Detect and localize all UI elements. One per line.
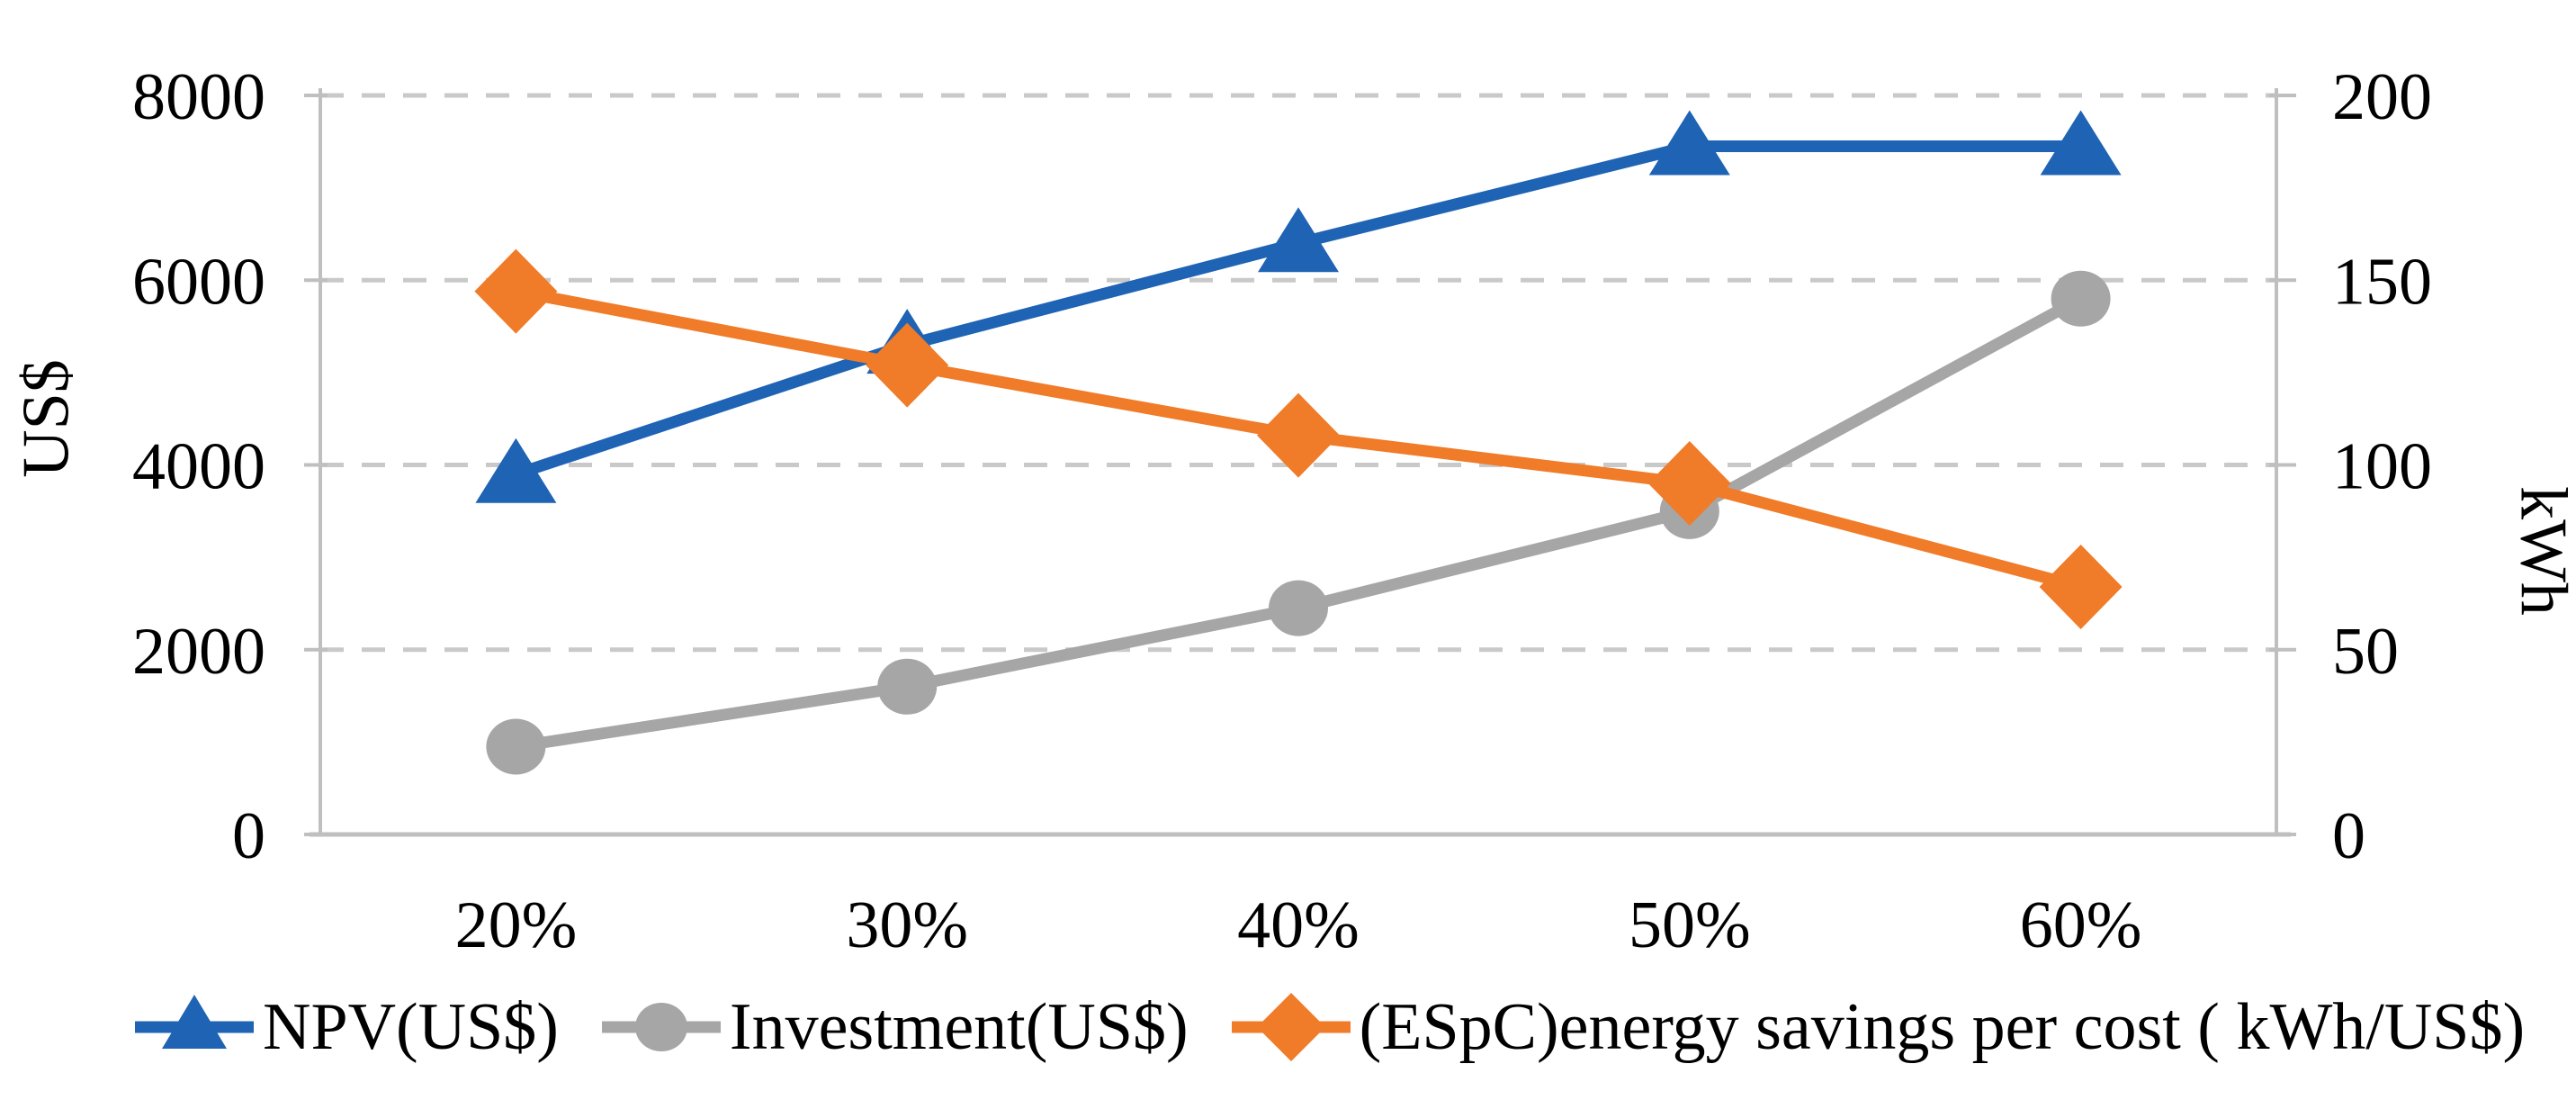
legend-item-1: Investment(US$) (601, 984, 1189, 1070)
left-axis-tick-label: 0 (232, 799, 265, 873)
data-point-marker (1647, 441, 1731, 527)
x-axis-tick-label: 60% (2020, 888, 2142, 962)
right-axis-tick-label: 200 (2332, 60, 2432, 134)
data-point-marker (474, 248, 558, 334)
data-point-marker (1257, 392, 1340, 478)
x-axis-tick-label: 30% (846, 888, 968, 962)
data-point-marker (1269, 580, 1328, 636)
x-axis-tick-label: 40% (1237, 888, 1360, 962)
left-axis-title: US$ (9, 359, 84, 478)
legend: NPV(US$) Investment(US$) (ESpC)energy savi… (135, 978, 2525, 1077)
legend-label-1: Investment(US$) (729, 989, 1189, 1064)
right-axis-tick-label: 50 (2332, 615, 2399, 689)
right-axis-tick-label: 150 (2332, 245, 2432, 319)
legend-label-0: NPV(US$) (263, 989, 559, 1064)
circle-legend-marker-icon (601, 1003, 721, 1051)
data-point-marker (1648, 110, 1730, 176)
data-point-marker (2040, 110, 2122, 176)
legend-item-2: (ESpC)energy savings per cost ( kWh/US$) (1231, 984, 2526, 1070)
data-point-marker (1258, 207, 1339, 273)
data-point-marker (2039, 544, 2123, 629)
right-axis-title: kWh (2506, 486, 2576, 616)
left-axis-tick-label: 4000 (132, 430, 265, 504)
data-point-marker (877, 658, 938, 715)
left-axis-tick-label: 6000 (132, 245, 265, 319)
right-axis-tick-label: 100 (2332, 430, 2432, 504)
left-axis-tick-label: 2000 (132, 615, 265, 689)
triangle-legend-marker-icon (135, 995, 254, 1049)
data-point-marker (866, 322, 949, 408)
legend-label-2: (ESpC)energy savings per cost ( kWh/US$) (1359, 989, 2526, 1064)
data-point-marker (486, 718, 546, 775)
right-axis-tick-label: 0 (2332, 799, 2365, 873)
data-point-marker (2051, 270, 2111, 327)
x-axis-tick-label: 20% (455, 888, 578, 962)
x-axis-tick-label: 50% (1629, 888, 1751, 962)
legend-item-0: NPV(US$) (135, 984, 559, 1070)
left-axis-tick-label: 8000 (132, 60, 265, 134)
diamond-legend-marker-icon (1231, 993, 1351, 1061)
data-point-marker (475, 437, 557, 503)
